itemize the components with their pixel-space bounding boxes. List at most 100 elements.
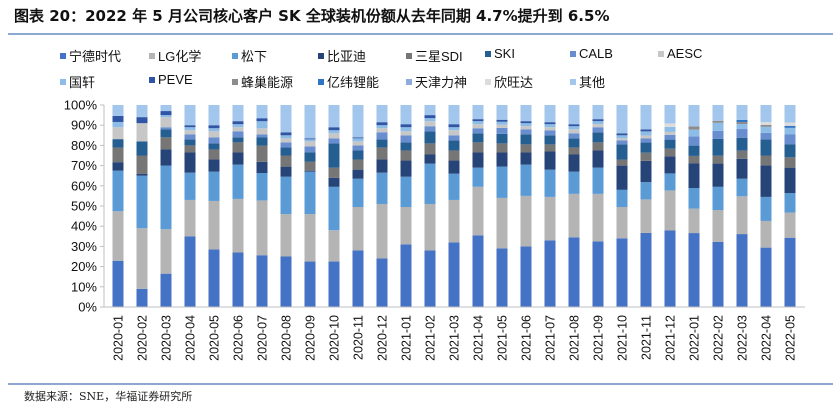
bar-segment [520,144,532,153]
bar-segment [736,121,748,124]
legend-swatch [318,52,324,59]
bar-segment [304,171,316,215]
bar-segment [688,136,700,146]
y-tick-label: 90% [71,118,97,133]
bar-segment [472,235,484,307]
legend-label: SKI [494,46,515,61]
bar-segment [400,244,412,307]
bar-segment [760,126,772,133]
bar-segment [160,273,172,307]
bar-segment [592,121,604,125]
bar-segment [208,143,220,150]
x-tick-label: 2020-03 [160,315,174,361]
bar-segment [232,121,244,125]
bar-segment [664,190,676,231]
legend-label: 其他 [579,75,606,90]
bar-segment [784,134,796,145]
legend-item: 宁德时代 [60,46,121,65]
bar-segment [592,127,604,133]
legend-item: 蜂巢能源 [232,72,293,91]
y-tick-label: 50% [71,199,97,214]
data-source-note: 数据来源：SNE，华福证券研究所 [24,390,193,403]
bar-segment [424,115,436,119]
bar-segment [184,152,196,173]
bar-segment [256,161,268,174]
legend-swatch [149,52,155,59]
y-tick-label: 30% [71,239,97,254]
bar-segment [640,160,652,183]
bar-segment [112,105,124,116]
bar-segment [448,150,460,161]
bar-segment [424,126,436,132]
bar-segment [616,189,628,208]
legend-item: LG化学 [149,46,201,65]
bar-segment [640,232,652,307]
bar-segment [136,228,148,289]
bar-segment [208,128,220,132]
bar-segment [472,124,484,129]
bar-segment [472,119,484,122]
bar-segment [208,131,220,138]
y-tick-label: 40% [71,219,97,234]
bar-segment [616,144,628,160]
bar-segment [112,147,124,163]
bar-segment [376,203,388,259]
bar-stack [784,105,796,307]
y-axis: 0% 10% 20% 30% 40% 50% 60% 70% 80% 90% 100% [64,98,105,315]
bar-segment [496,119,508,122]
bar-segment [640,135,652,139]
bar-segment [592,105,604,120]
bar-segment [352,178,364,208]
bar-segment [400,142,412,151]
bar-segment [352,105,364,138]
bar-segment [376,258,388,307]
legend-item: 三星SDI [406,46,463,65]
bar-segment [520,129,532,135]
bar-segment [568,237,580,307]
bar-segment [712,122,724,131]
bar-segment [544,105,556,123]
bar-segment [112,260,124,307]
bar-segment [184,134,196,140]
y-tick-label: 10% [71,279,97,294]
bar-stack [664,105,676,307]
bar-segment [400,124,412,128]
bar-segment [400,135,412,143]
legend-item: CALB [570,46,613,61]
bar-segment [544,127,556,131]
bar-segment [568,126,580,130]
bar-segment [448,160,460,174]
bar-segment [424,131,436,144]
bar-segment [448,130,460,136]
legend-item: PEVE [149,72,193,87]
x-tick-label: 2022-02 [712,315,726,361]
bar-segment [640,105,652,130]
bar-stack [400,105,412,307]
bar-segment [160,165,172,230]
bar-segment [496,133,508,144]
bar-segment [736,234,748,307]
bar-segment [328,230,340,262]
legend-label: LG化学 [158,49,202,64]
bar-segment [256,173,268,201]
bar-segment [112,162,124,171]
bar-segment [328,105,340,128]
bar-segment [664,131,676,135]
bar-segment [520,134,532,145]
top-divider [8,33,833,35]
bar-segment [232,124,244,128]
bar-segment [784,127,796,135]
bar-segment [232,252,244,307]
x-tick-label: 2021-05 [496,315,510,361]
x-tick-label: 2021-09 [592,315,606,361]
bar-segment [424,105,436,116]
bar-stack [280,105,292,307]
bottom-divider [8,383,833,385]
legend-swatch [232,52,238,59]
bar-segment [376,159,388,173]
bar-segment [280,138,292,143]
bar-segment [184,236,196,307]
bar-segment [712,210,724,242]
y-tick-label: 0% [78,300,97,315]
bar-segment [520,164,532,196]
